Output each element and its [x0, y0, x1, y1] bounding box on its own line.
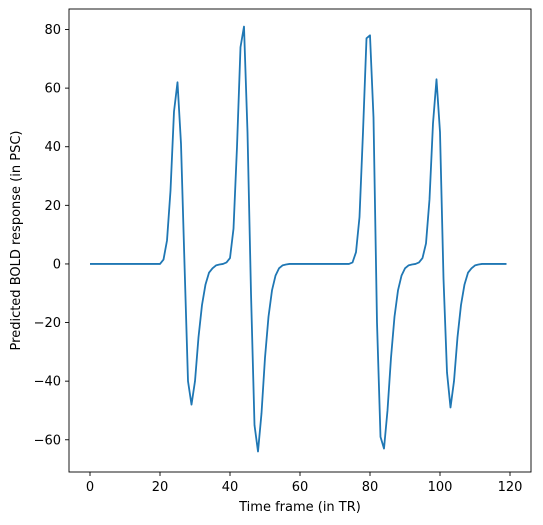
x-tick-label: 120 [498, 480, 523, 495]
y-tick-label: 80 [44, 23, 61, 38]
x-axis-ticks: 0 20 40 60 80 100 120 [86, 472, 523, 495]
series-line-0 [90, 25, 507, 453]
plot-area [68, 8, 532, 473]
x-tick-label: 0 [86, 480, 94, 495]
x-tick-label: 20 [152, 480, 169, 495]
x-tick-label: 40 [222, 480, 239, 495]
x-tick-label: 100 [428, 480, 453, 495]
x-axis-label: Time frame (in TR) [238, 500, 361, 515]
y-tick-label: −60 [34, 433, 61, 448]
y-axis-ticks: −60 −40 −20 0 20 40 60 80 [34, 23, 69, 448]
x-tick-label: 60 [292, 480, 309, 495]
x-tick-label: 80 [362, 480, 379, 495]
y-tick-label: 20 [44, 199, 61, 214]
y-tick-label: −20 [34, 316, 61, 331]
y-tick-label: 0 [53, 257, 61, 272]
y-tick-label: −40 [34, 375, 61, 390]
y-axis-label: Predicted BOLD response (in PSC) [9, 131, 24, 351]
y-tick-label: 40 [44, 140, 61, 155]
plot-frame [68, 8, 532, 473]
y-tick-label: 60 [44, 82, 61, 97]
series-layer [90, 25, 507, 453]
